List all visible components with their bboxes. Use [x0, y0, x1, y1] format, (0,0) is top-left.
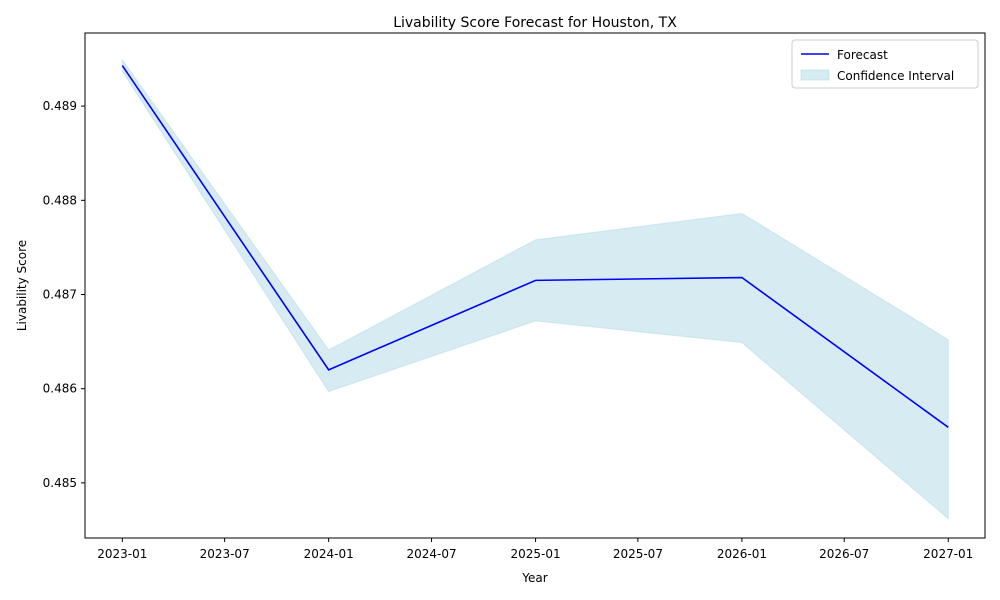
x-axis: 2023-01 2023-07 2024-01 2024-07 2025-01 2025-…	[97, 538, 973, 561]
legend: Forecast Confidence Interval	[791, 39, 979, 89]
legend-ci-label: Confidence Interval	[837, 69, 954, 83]
x-axis-label: Year	[521, 571, 547, 585]
x-tick-label: 2023-01	[97, 547, 147, 561]
legend-box	[791, 39, 979, 89]
x-tick-label: 2026-01	[717, 547, 767, 561]
plot-frame	[84, 32, 986, 539]
forecast-line	[121, 65, 949, 428]
y-tick-label: 0.486	[43, 382, 77, 396]
y-tick-label: 0.489	[43, 99, 77, 113]
plot-area	[121, 58, 949, 520]
x-tick-label: 2025-07	[613, 547, 663, 561]
y-tick-label: 0.487	[43, 287, 77, 301]
y-axis-label: Livability Score	[15, 240, 29, 331]
legend-ci-swatch	[800, 69, 830, 81]
y-axis: 0.485 0.486 0.487 0.488 0.489	[43, 99, 85, 490]
chart-title: Livability Score Forecast for Houston, T…	[393, 15, 677, 31]
y-tick-label: 0.488	[43, 193, 77, 207]
x-tick-label: 2026-07	[819, 547, 869, 561]
x-tick-label: 2023-07	[200, 547, 250, 561]
confidence-interval-band	[121, 58, 949, 520]
legend-forecast-label: Forecast	[837, 48, 888, 62]
x-tick-label: 2027-01	[923, 547, 973, 561]
x-tick-label: 2024-01	[304, 547, 354, 561]
x-tick-label: 2024-07	[406, 547, 456, 561]
x-tick-label: 2025-01	[510, 547, 560, 561]
y-tick-label: 0.485	[43, 476, 77, 490]
